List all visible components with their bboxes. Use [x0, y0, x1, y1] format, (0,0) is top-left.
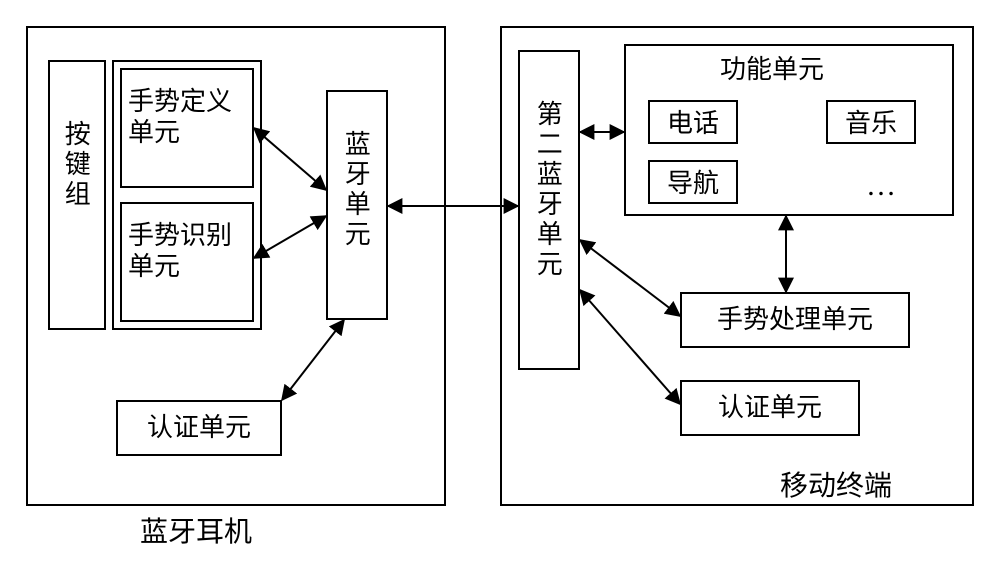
- music-label: 音乐: [826, 108, 916, 139]
- phone-label: 电话: [648, 108, 738, 139]
- diagram-canvas: 蓝牙耳机 按键组 手势定义单元 手势识别单元 蓝牙单元 认证单元 移动终端 第二…: [20, 20, 980, 562]
- function-unit-label: 功能单元: [720, 54, 824, 85]
- auth-unit-left-label: 认证单元: [116, 412, 282, 443]
- gesture-process-label: 手势处理单元: [680, 304, 910, 335]
- dots-label: …: [866, 168, 902, 204]
- bluetooth-headset-caption: 蓝牙耳机: [140, 516, 252, 550]
- bluetooth2-unit-label: 第二蓝牙单元: [532, 100, 563, 280]
- mobile-terminal-caption: 移动终端: [780, 470, 892, 504]
- auth-unit-right-label: 认证单元: [680, 392, 860, 423]
- key-group-label: 按键组: [60, 120, 91, 210]
- nav-label: 导航: [648, 168, 738, 199]
- bluetooth-unit-label: 蓝牙单元: [340, 130, 371, 250]
- gesture-define-label: 手势定义单元: [128, 86, 246, 148]
- gesture-recognize-label: 手势识别单元: [128, 220, 246, 282]
